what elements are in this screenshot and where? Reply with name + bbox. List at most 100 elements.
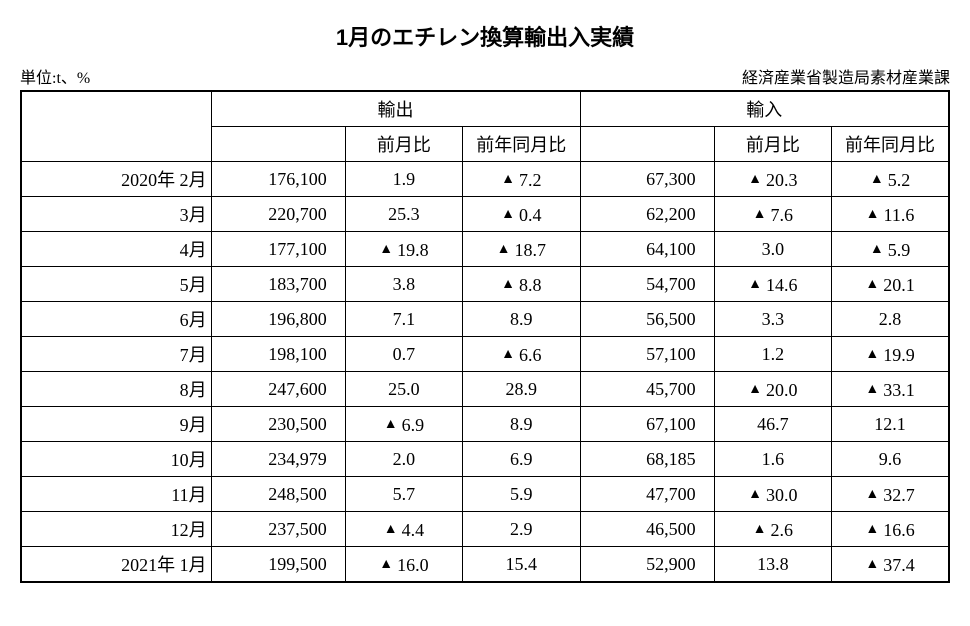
- data-table: 輸出 輸入 前月比 前年同月比 前月比 前年同月比 2020年 2月176,10…: [20, 90, 950, 583]
- table-cell: ▲8.8: [463, 267, 580, 302]
- export-value-cell: 237,500: [211, 512, 345, 547]
- cell-value: 7.6: [771, 205, 794, 226]
- source-label: 経済産業省製造局素材産業課: [742, 64, 950, 88]
- table-cell: 0.7: [345, 337, 462, 372]
- negative-icon: ▲: [870, 172, 884, 188]
- negative-icon: ▲: [865, 487, 879, 503]
- import-value-cell: 47,700: [580, 477, 714, 512]
- table-cell: 8.9: [463, 407, 580, 442]
- negative-icon: ▲: [753, 207, 767, 223]
- cell-value: 8.8: [519, 275, 542, 296]
- import-value-cell: 67,300: [580, 162, 714, 197]
- table-cell: 8.9: [463, 302, 580, 337]
- header-export-yoy: 前年同月比: [463, 127, 580, 162]
- cell-value: 33.1: [883, 380, 915, 401]
- table-cell: 1.9: [345, 162, 462, 197]
- negative-icon: ▲: [379, 242, 393, 258]
- negative-icon: ▲: [753, 522, 767, 538]
- negative-icon: ▲: [501, 172, 515, 188]
- table-cell: 28.9: [463, 372, 580, 407]
- cell-value: 16.6: [883, 520, 915, 541]
- export-value-cell: 230,500: [211, 407, 345, 442]
- table-row: 8月247,60025.028.945,700▲20.0▲33.1: [21, 372, 949, 407]
- import-value-cell: 45,700: [580, 372, 714, 407]
- negative-icon: ▲: [748, 172, 762, 188]
- table-cell: 25.3: [345, 197, 462, 232]
- negative-icon: ▲: [865, 347, 879, 363]
- negative-icon: ▲: [866, 207, 880, 223]
- page-title: 1月のエチレン換算輸出入実績: [20, 20, 950, 52]
- negative-icon: ▲: [501, 207, 515, 223]
- negative-icon: ▲: [748, 277, 762, 293]
- cell-value: 11.6: [884, 205, 915, 226]
- table-cell: 5.9: [463, 477, 580, 512]
- table-cell: ▲16.6: [832, 512, 949, 547]
- export-value-cell: 247,600: [211, 372, 345, 407]
- table-cell: 5.7: [345, 477, 462, 512]
- table-cell: 3.8: [345, 267, 462, 302]
- cell-value: 20.0: [766, 380, 798, 401]
- table-cell: ▲14.6: [714, 267, 831, 302]
- table-body: 2020年 2月176,1001.9▲7.267,300▲20.3▲5.23月2…: [21, 162, 949, 583]
- period-cell: 7月: [21, 337, 211, 372]
- period-cell: 8月: [21, 372, 211, 407]
- export-value-cell: 198,100: [211, 337, 345, 372]
- table-cell: ▲16.0: [345, 547, 462, 583]
- negative-icon: ▲: [865, 557, 879, 573]
- table-cell: 2.8: [832, 302, 949, 337]
- export-value-cell: 248,500: [211, 477, 345, 512]
- period-cell: 6月: [21, 302, 211, 337]
- import-value-cell: 64,100: [580, 232, 714, 267]
- import-value-cell: 62,200: [580, 197, 714, 232]
- table-row: 5月183,7003.8▲8.854,700▲14.6▲20.1: [21, 267, 949, 302]
- cell-value: 0.4: [519, 205, 542, 226]
- table-cell: 2.0: [345, 442, 462, 477]
- table-row: 11月248,5005.75.947,700▲30.0▲32.7: [21, 477, 949, 512]
- table-cell: ▲20.0: [714, 372, 831, 407]
- negative-icon: ▲: [865, 277, 879, 293]
- export-value-cell: 234,979: [211, 442, 345, 477]
- table-row: 2021年 1月199,500▲16.015.452,90013.8▲37.4: [21, 547, 949, 583]
- cell-value: 7.2: [519, 170, 542, 191]
- unit-label: 単位:t、%: [20, 64, 90, 88]
- table-cell: 13.8: [714, 547, 831, 583]
- table-cell: ▲5.9: [832, 232, 949, 267]
- negative-icon: ▲: [501, 277, 515, 293]
- cell-value: 18.7: [514, 240, 546, 261]
- table-cell: ▲7.2: [463, 162, 580, 197]
- table-cell: 12.1: [832, 407, 949, 442]
- cell-value: 6.9: [402, 415, 425, 436]
- cell-value: 5.2: [888, 170, 911, 191]
- table-cell: ▲19.9: [832, 337, 949, 372]
- negative-icon: ▲: [865, 522, 879, 538]
- cell-value: 30.0: [766, 485, 798, 506]
- header-export: 輸出: [211, 91, 580, 127]
- table-row: 9月230,500▲6.98.967,10046.712.1: [21, 407, 949, 442]
- import-value-cell: 68,185: [580, 442, 714, 477]
- cell-value: 6.6: [519, 345, 542, 366]
- cell-value: 20.3: [766, 170, 798, 191]
- table-row: 2020年 2月176,1001.9▲7.267,300▲20.3▲5.2: [21, 162, 949, 197]
- cell-value: 32.7: [883, 485, 915, 506]
- table-cell: 25.0: [345, 372, 462, 407]
- table-cell: 3.0: [714, 232, 831, 267]
- cell-value: 19.9: [883, 345, 915, 366]
- table-cell: 1.6: [714, 442, 831, 477]
- import-value-cell: 56,500: [580, 302, 714, 337]
- header-export-mom: 前月比: [345, 127, 462, 162]
- period-cell: 2020年 2月: [21, 162, 211, 197]
- table-cell: ▲19.8: [345, 232, 462, 267]
- table-row: 3月220,70025.3▲0.462,200▲7.6▲11.6: [21, 197, 949, 232]
- table-cell: ▲30.0: [714, 477, 831, 512]
- table-cell: 6.9: [463, 442, 580, 477]
- negative-icon: ▲: [379, 557, 393, 573]
- table-row: 10月234,9792.06.968,1851.69.6: [21, 442, 949, 477]
- import-value-cell: 52,900: [580, 547, 714, 583]
- table-row: 4月177,100▲19.8▲18.764,1003.0▲5.9: [21, 232, 949, 267]
- table-cell: ▲32.7: [832, 477, 949, 512]
- table-cell: ▲11.6: [832, 197, 949, 232]
- period-cell: 9月: [21, 407, 211, 442]
- import-value-cell: 54,700: [580, 267, 714, 302]
- period-cell: 2021年 1月: [21, 547, 211, 583]
- table-cell: ▲20.3: [714, 162, 831, 197]
